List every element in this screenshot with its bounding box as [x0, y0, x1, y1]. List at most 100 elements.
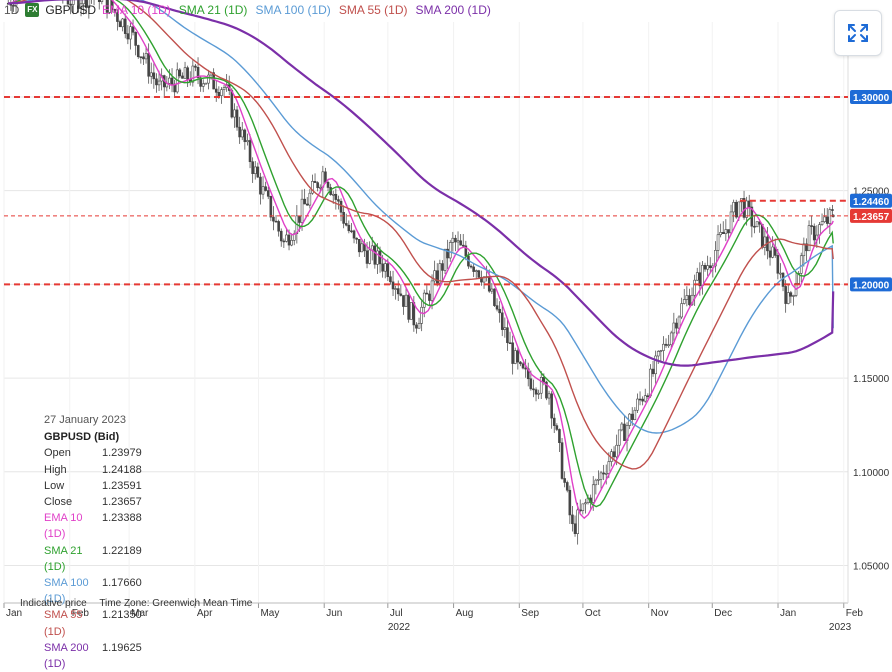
candle-body [139, 56, 143, 59]
candle-body [812, 225, 816, 241]
candle-body [831, 209, 834, 211]
info-row-label: SMA 100 (1D) [44, 577, 89, 606]
candle-body [220, 89, 223, 96]
interval-label[interactable]: 1D [4, 3, 20, 17]
candle-body [373, 245, 377, 265]
candle-body [690, 294, 694, 306]
candle-body [407, 294, 410, 320]
year-label: 2022 [388, 622, 411, 633]
candle-body [84, 0, 88, 8]
candle-body [636, 398, 639, 411]
candle-body [251, 161, 254, 174]
candle-body [386, 263, 390, 278]
candle-body [461, 244, 465, 247]
time-zone-note: Time Zone: Greenwich Mean Time [99, 598, 253, 609]
candle-body [641, 398, 644, 402]
candle-body [157, 80, 161, 86]
candle-body [376, 250, 379, 265]
candle-body [513, 350, 517, 364]
candle-body [519, 361, 522, 365]
candle-body [396, 288, 400, 295]
candle-body [456, 240, 460, 243]
candle-body [79, 3, 83, 9]
expand-chart-button[interactable] [834, 10, 882, 56]
candle-body [66, 0, 70, 5]
candle-body [248, 140, 252, 163]
info-row-value: 1.23388 [102, 512, 142, 525]
candle-body [269, 196, 273, 218]
candle-body [129, 26, 132, 40]
price-level-label: 1.30000 [853, 93, 890, 104]
candle-body [607, 461, 611, 474]
legend-item-3[interactable]: SMA 55 (1D) [338, 3, 408, 17]
candle-body [779, 272, 782, 275]
candle-body [529, 378, 533, 390]
candle-body [477, 270, 481, 278]
candle-body [493, 288, 496, 306]
legend-item-0[interactable]: EMA 10 (1D) [102, 3, 171, 17]
candle-body [217, 92, 221, 96]
info-row-value: 1.21350 [102, 609, 142, 622]
x-tick-label: Mar [131, 608, 149, 619]
info-row-value: 1.17660 [102, 577, 142, 590]
candle-body [599, 472, 603, 480]
x-tick-label: May [260, 608, 279, 619]
candle-body [441, 263, 444, 271]
candle-body [360, 243, 364, 253]
info-row-label: EMA 10 (1D) [44, 512, 83, 541]
candle-body [300, 198, 304, 223]
chart-container[interactable]: 1.05000 1.10000 1.15000 1.20000 1.25000 1.300… [0, 0, 892, 637]
candle-body [443, 248, 447, 271]
candle-body [131, 26, 135, 33]
candle-body [168, 77, 171, 84]
candle-body [701, 265, 704, 287]
candle-body [196, 67, 200, 79]
candle-body [508, 342, 512, 345]
candle-body [581, 503, 585, 511]
candle-body [191, 65, 195, 83]
candle-body [552, 417, 556, 426]
price-level-badge [850, 277, 892, 292]
x-tick-label: Dec [714, 608, 732, 619]
price-level-label: 1.20000 [853, 280, 890, 291]
candle-body [638, 398, 642, 401]
candle-body [417, 323, 421, 329]
legend-item-2[interactable]: SMA 100 (1D) [255, 3, 331, 17]
candle-body [308, 192, 312, 206]
y-tick-label: 1.05000 [853, 562, 890, 573]
candle-body [500, 312, 504, 330]
candle-body [282, 240, 286, 243]
candle-body [576, 509, 579, 534]
candle-body [688, 295, 691, 306]
legend-item-4[interactable]: SMA 200 (1D) [415, 3, 491, 17]
candle-body [261, 186, 265, 195]
candle-body [654, 355, 657, 375]
y-tick-label: 1.15000 [853, 374, 890, 385]
candle-body [643, 395, 647, 402]
legend-item-1[interactable]: SMA 21 (1D) [178, 3, 248, 17]
candle-body [542, 376, 546, 383]
price-chart[interactable]: 1.05000 1.10000 1.15000 1.20000 1.25000 1.300… [0, 0, 892, 637]
candle-body [763, 236, 767, 248]
info-row-label: SMA 55 (1D) [44, 609, 83, 638]
info-row-value: 1.19625 [102, 641, 142, 654]
info-row: High 1.24188 [44, 462, 142, 478]
candle-body [521, 363, 525, 369]
x-tick-label: Aug [456, 608, 474, 619]
ma-line-0 [8, 0, 834, 520]
candle-body [253, 166, 257, 174]
candle-body [435, 270, 439, 284]
info-row-label: High [44, 463, 67, 476]
y-tick-label: 1.10000 [853, 468, 890, 479]
candle-body [204, 82, 208, 85]
info-date: 27 January 2023 [44, 414, 126, 426]
candle-body [714, 250, 717, 267]
candle-body [318, 186, 322, 189]
symbol-label[interactable]: GBPUSD [45, 3, 97, 17]
candle-body [207, 74, 210, 84]
info-rows: Open 1.23979 High 1.24188 Low 1.23591 Close 1.2… [44, 445, 142, 672]
candle-body [820, 221, 824, 225]
candle-body [238, 126, 241, 138]
candle-body [633, 409, 637, 420]
candle-body [350, 230, 353, 233]
